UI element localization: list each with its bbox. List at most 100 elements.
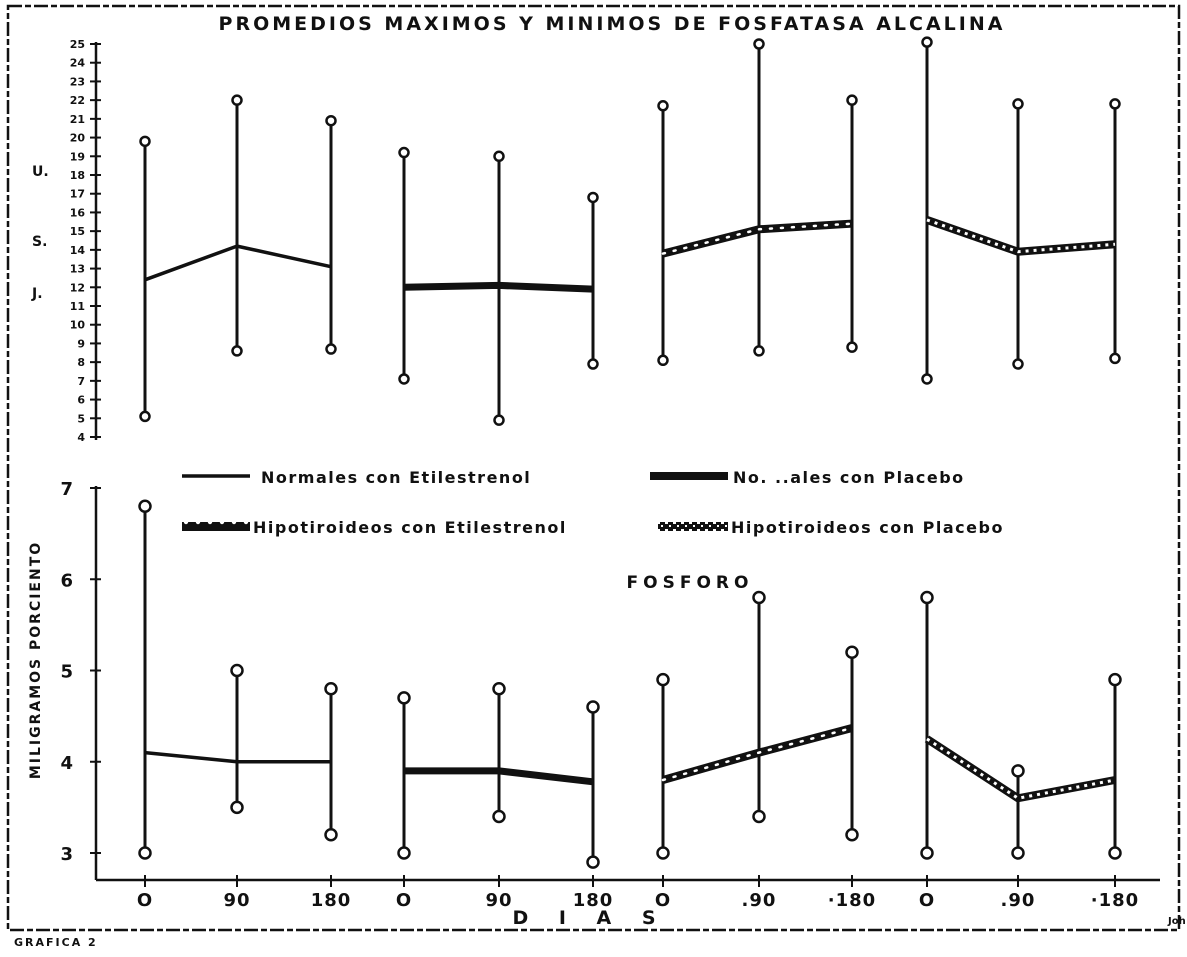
y-tick-label-fosfatasa-12: 12: [70, 281, 85, 294]
y-tick-label-fosforo-3: 3: [60, 844, 74, 865]
plot-fosforo: [138, 499, 1122, 869]
legend-swatch-dotted: [182, 522, 250, 531]
series-line-fosforo-thin: [144, 750, 331, 764]
min-point-fosforo-thin-0: [138, 846, 152, 860]
y-tick-label-fosfatasa-18: 18: [70, 169, 85, 182]
legend: Normales con Etilestrenol No. ..ales con…: [182, 468, 1002, 537]
ylabel-top-char-3: J.: [31, 286, 43, 302]
min-point-fosfatasa-thick-0: [398, 373, 410, 385]
ylabel-bottom: MILIGRAMOS PORCIENTO: [28, 541, 44, 779]
y-tick-label-fosforo-7: 7: [60, 479, 74, 500]
y-tick-label-fosfatasa-13: 13: [70, 263, 85, 276]
y-tick-label-fosforo-6: 6: [60, 570, 74, 591]
x-tick-label-7: .90: [742, 890, 777, 911]
series-line-fosfatasa-thick: [403, 281, 594, 293]
y-tick-label-fosfatasa-17: 17: [70, 188, 85, 201]
y-ticks-bottom: 3 4 5 6 7: [60, 479, 101, 865]
max-point-fosfatasa-checkered-90: [1012, 98, 1024, 110]
x-tick-label-5: 180: [573, 890, 614, 911]
min-point-fosfatasa-thick-180: [587, 358, 599, 370]
max-point-fosforo-thin-180: [324, 682, 338, 696]
max-point-fosfatasa-checkered-180: [1109, 98, 1121, 110]
legend-label-normales-placebo: No. ..ales con Placebo: [733, 468, 965, 487]
max-point-fosforo-thick-180: [586, 700, 600, 714]
y-tick-label-fosfatasa-25: 25: [70, 38, 85, 51]
y-tick-label-fosfatasa-10: 10: [70, 319, 86, 332]
series-line-fosforo-dotted: [661, 724, 854, 784]
x-ticks: O 90 180 O 90 180 O .90 ·180 O .90 ·180: [137, 875, 1138, 911]
max-point-fosforo-checkered-90: [1011, 764, 1025, 778]
max-point-fosforo-checkered-0: [920, 590, 934, 605]
y-tick-label-fosfatasa-20: 20: [70, 132, 86, 145]
y-tick-label-fosfatasa-8: 8: [77, 356, 85, 369]
max-point-fosforo-thin-90: [230, 663, 244, 678]
y-tick-label-fosfatasa-7: 7: [77, 375, 85, 388]
max-point-fosforo-thick-90: [492, 682, 506, 696]
y-tick-label-fosfatasa-9: 9: [77, 337, 85, 350]
y-tick-label-fosfatasa-23: 23: [70, 75, 85, 88]
series-line-fosfatasa-thin: [144, 244, 332, 282]
figure-frame: [6, 4, 1181, 932]
y-tick-label-fosfatasa-21: 21: [70, 113, 85, 126]
max-point-fosfatasa-thin-0: [139, 135, 151, 148]
x-tick-label-0: O: [137, 890, 153, 911]
max-point-fosfatasa-thick-0: [398, 146, 410, 159]
max-point-fosfatasa-thick-180: [587, 191, 599, 204]
x-tick-label-3: O: [396, 890, 412, 911]
min-point-fosforo-thin-180: [324, 828, 338, 842]
y-tick-label-fosfatasa-11: 11: [70, 300, 85, 313]
chart-title-fosfatasa: PROMEDIOS MAXIMOS Y MINIMOS DE FOSFATASA…: [219, 13, 1006, 35]
min-point-fosforo-thick-180: [586, 855, 600, 869]
y-tick-label-fosfatasa-19: 19: [70, 150, 85, 163]
plot-fosfatasa: [139, 36, 1121, 426]
legend-label-normales-etilestrenol: Normales con Etilestrenol: [261, 468, 531, 487]
max-point-fosforo-dotted-180: [845, 645, 859, 659]
max-point-fosforo-thick-0: [397, 691, 411, 705]
ylabel-top-char-2: S.: [32, 234, 47, 250]
legend-swatch-checkered: [658, 522, 728, 531]
min-point-fosfatasa-checkered-0: [921, 373, 933, 385]
max-point-fosfatasa-dotted-90: [753, 38, 765, 50]
ylabel-top-char-1: U.: [32, 164, 49, 180]
min-point-fosforo-thick-90: [492, 809, 506, 824]
max-point-fosforo-dotted-0: [656, 672, 670, 687]
max-point-fosfatasa-thick-90: [493, 150, 505, 163]
max-point-fosfatasa-checkered-0: [921, 36, 933, 48]
series-line-fosforo-thick: [404, 767, 594, 786]
y-tick-label-fosfatasa-6: 6: [77, 394, 85, 407]
x-tick-label-8: ·180: [828, 890, 876, 911]
min-point-fosfatasa-thin-180: [325, 343, 337, 355]
x-tick-label-6: O: [655, 890, 671, 911]
min-point-fosfatasa-thick-90: [493, 414, 505, 426]
series-line-fosfatasa-dotted: [661, 219, 854, 258]
figure-caption: GRAFICA 2: [14, 936, 98, 949]
max-point-fosforo-dotted-90: [752, 590, 766, 605]
min-point-fosfatasa-checkered-90: [1012, 358, 1024, 370]
x-tick-label-2: 180: [311, 890, 352, 911]
min-point-fosfatasa-dotted-90: [753, 345, 765, 357]
min-point-fosforo-thick-0: [397, 846, 411, 860]
y-tick-label-fosfatasa-16: 16: [70, 206, 86, 219]
series-line-fosfatasa-checkered: [925, 216, 1116, 256]
min-point-fosforo-thin-90: [230, 800, 244, 815]
chart-title-fosforo: FOSFORO: [627, 573, 754, 593]
series-line-fosforo-checkered: [924, 735, 1116, 803]
min-point-fosforo-dotted-180: [845, 828, 859, 842]
y-tick-label-fosfatasa-22: 22: [70, 94, 85, 107]
legend-label-hipotiroideos-etilestrenol: Hipotiroideos con Etilestrenol: [253, 518, 567, 537]
max-point-fosfatasa-dotted-180: [846, 94, 858, 106]
y-tick-label-fosfatasa-15: 15: [70, 225, 85, 238]
min-point-fosfatasa-thin-0: [139, 410, 151, 423]
x-tick-label-4: 90: [485, 890, 512, 911]
corner-mark: Joh: [1167, 916, 1186, 927]
min-point-fosforo-checkered-0: [920, 846, 934, 860]
x-tick-label-9: O: [919, 890, 935, 911]
min-point-fosforo-checkered-90: [1011, 846, 1025, 860]
x-tick-label-1: 90: [223, 890, 250, 911]
min-point-fosfatasa-dotted-0: [657, 354, 669, 367]
y-tick-label-fosforo-4: 4: [60, 753, 74, 774]
max-point-fosforo-checkered-180: [1108, 672, 1122, 687]
y-tick-label-fosfatasa-14: 14: [70, 244, 86, 257]
max-point-fosforo-thin-0: [138, 499, 152, 513]
